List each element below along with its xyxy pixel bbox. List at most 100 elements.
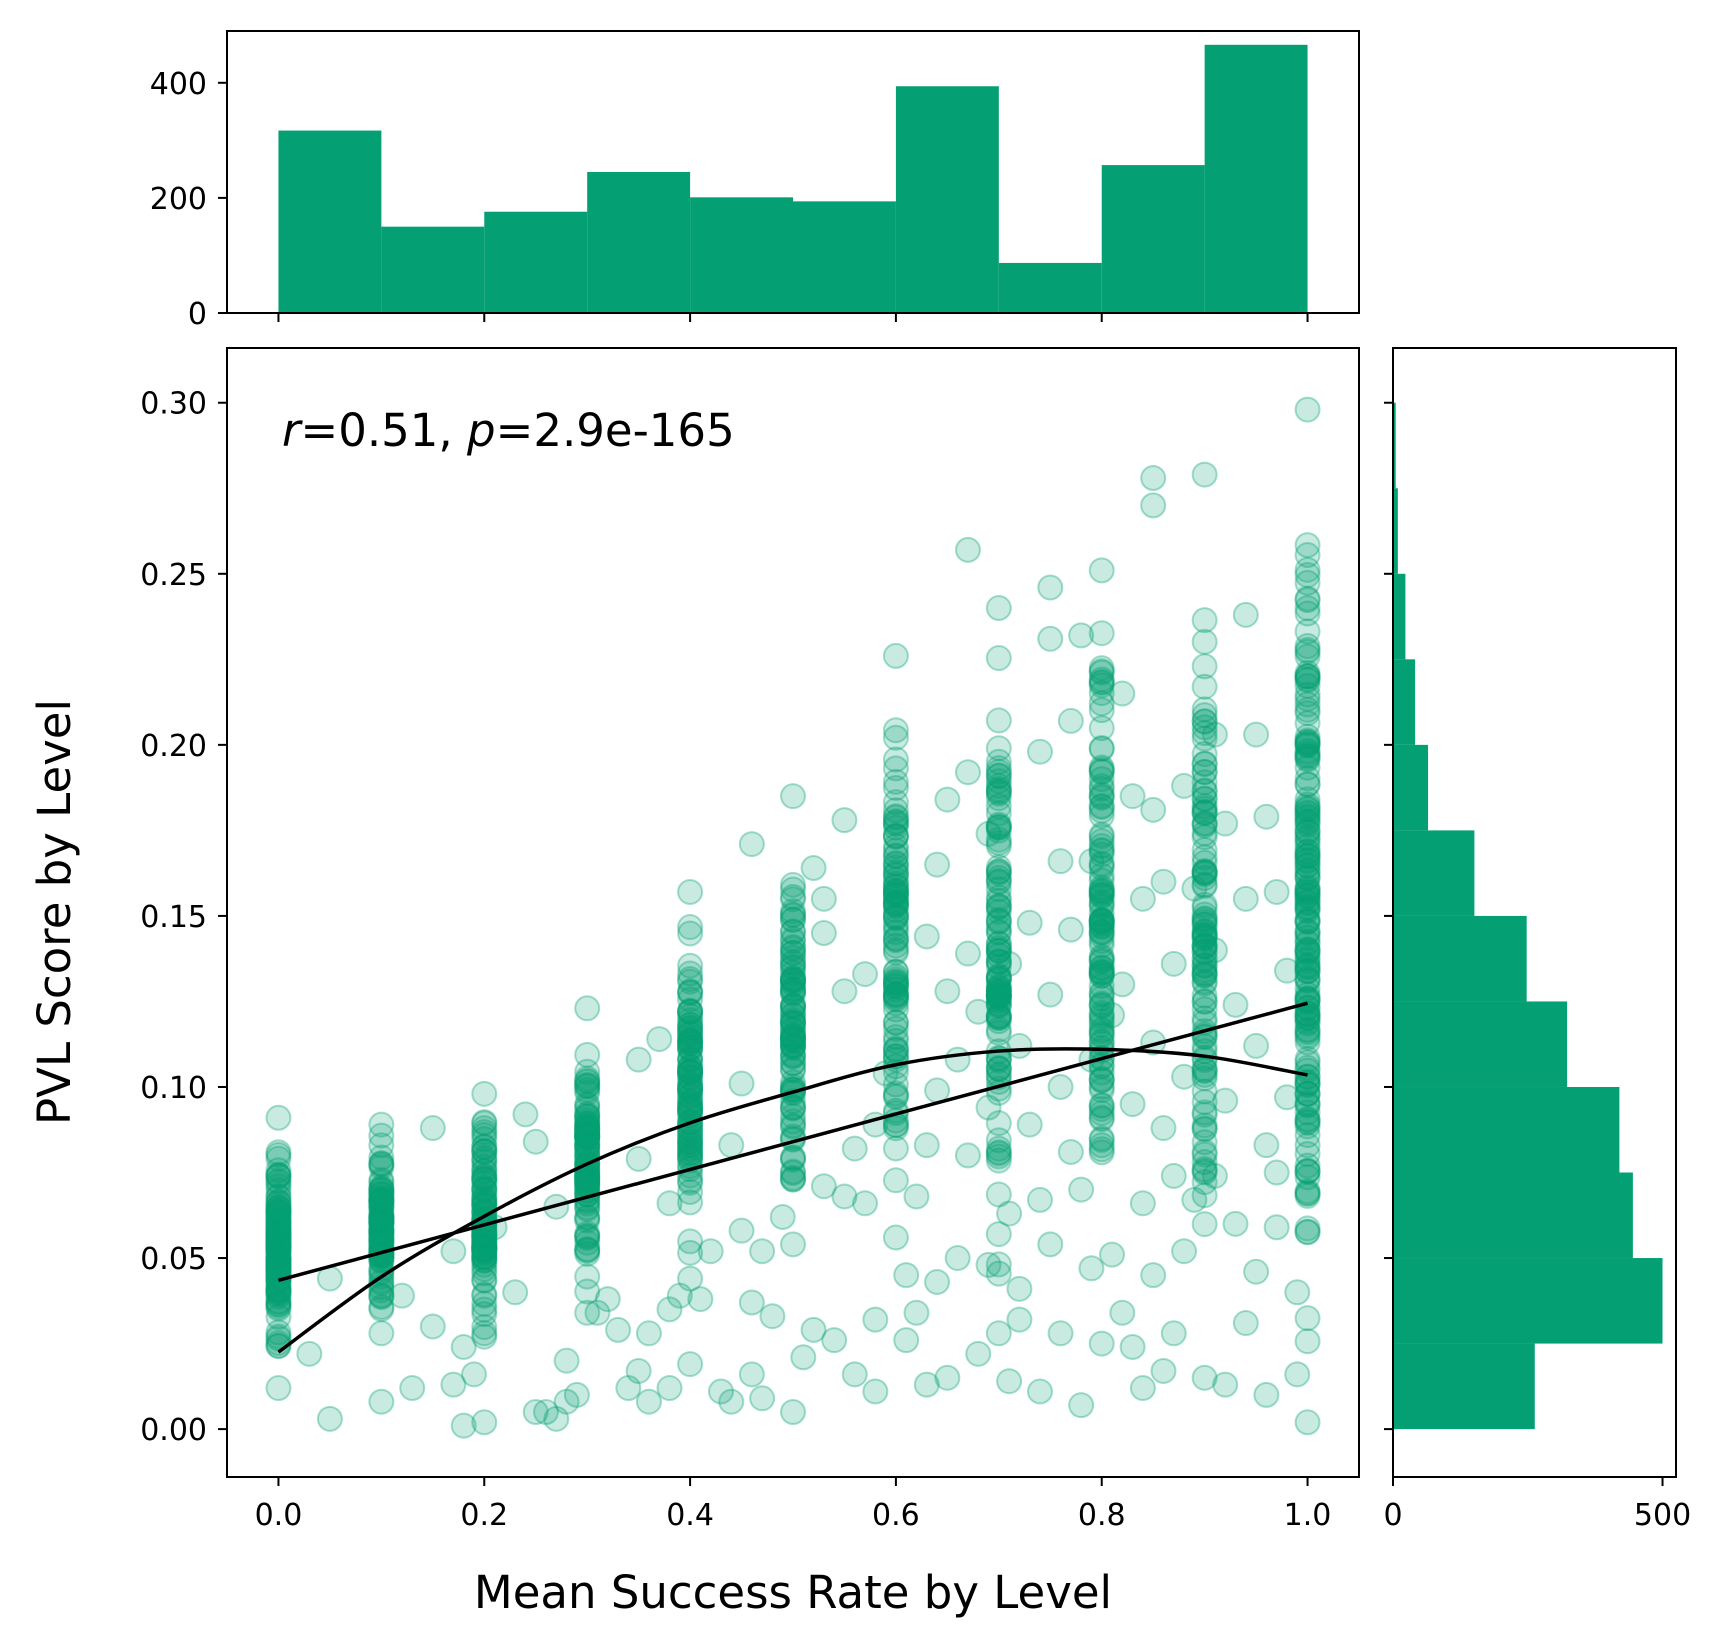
scatter-point xyxy=(1191,1057,1218,1084)
scatter-point xyxy=(1232,885,1259,912)
scatter-point xyxy=(882,873,909,900)
scatter-point xyxy=(1191,894,1218,921)
scatter-point xyxy=(1294,1003,1321,1030)
scatter-point xyxy=(882,837,909,864)
scatter-point xyxy=(471,1236,498,1263)
scatter-point xyxy=(265,1252,292,1279)
scatter-point xyxy=(985,755,1012,782)
scatter-point xyxy=(882,1167,909,1194)
scatter-point xyxy=(265,1161,292,1188)
scatter-point xyxy=(985,1004,1012,1031)
scatter-point xyxy=(985,829,1012,856)
scatter-point xyxy=(574,1095,601,1122)
scatter-point xyxy=(1191,785,1218,812)
scatter-point xyxy=(1294,727,1321,754)
scatter-point xyxy=(882,842,909,869)
scatter-point xyxy=(1119,783,1146,810)
scatter-point xyxy=(646,1026,673,1053)
scatter-point xyxy=(882,890,909,917)
scatter-point xyxy=(265,1194,292,1221)
scatter-point xyxy=(1294,981,1321,1008)
scatter-point xyxy=(1088,1000,1115,1027)
scatter-point xyxy=(780,948,806,975)
scatter-point xyxy=(810,920,837,947)
scatter-point xyxy=(1088,1132,1115,1159)
scatter-point xyxy=(265,1230,292,1257)
scatter-point xyxy=(780,1032,806,1059)
scatter-point xyxy=(574,1115,601,1142)
scatter-point xyxy=(1191,1149,1218,1176)
scatter-point xyxy=(522,1128,549,1155)
scatter-point xyxy=(677,878,704,905)
scatter-point xyxy=(574,1132,601,1159)
scatter-point xyxy=(996,1368,1023,1395)
scatter-point xyxy=(265,1281,292,1308)
scatter-point xyxy=(985,1147,1012,1174)
scatter-point xyxy=(265,1209,292,1236)
scatter-point xyxy=(1294,732,1321,759)
scatter-point xyxy=(1191,908,1218,935)
scatter-point xyxy=(1294,793,1321,820)
scatter-point xyxy=(780,967,806,994)
x-tick-label: 0.6 xyxy=(872,1498,920,1533)
right-histogram-x-ticks: 0 500 xyxy=(1383,1477,1691,1533)
scatter-point xyxy=(780,871,806,898)
scatter-point xyxy=(1088,1011,1115,1038)
scatter-point xyxy=(574,1058,601,1085)
scatter-point xyxy=(882,858,909,885)
scatter-point xyxy=(1088,1100,1115,1127)
top-histogram-y-ticks: 0 200 400 xyxy=(150,67,227,332)
scatter-point xyxy=(677,960,704,987)
x-tick-label: 1.0 xyxy=(1284,1498,1332,1533)
scatter-point xyxy=(1191,923,1218,950)
scatter-point xyxy=(954,940,981,967)
scatter-point xyxy=(780,1158,806,1185)
scatter-point xyxy=(265,1233,292,1260)
scatter-point xyxy=(882,1027,909,1054)
scatter-point xyxy=(265,1246,292,1273)
scatter-point xyxy=(1294,1328,1321,1355)
scatter-point xyxy=(985,1110,1012,1137)
scatter-point xyxy=(677,1045,704,1072)
scatter-point xyxy=(265,1198,292,1225)
scatter-point xyxy=(985,1135,1012,1162)
scatter-point xyxy=(265,1196,292,1223)
scatter-point xyxy=(368,1284,395,1311)
scatter-point xyxy=(1191,836,1218,863)
scatter-point xyxy=(1294,824,1321,851)
scatter-point xyxy=(1068,622,1095,649)
scatter-point xyxy=(1294,1024,1321,1051)
scatter-point xyxy=(1294,1072,1321,1099)
scatter-point xyxy=(780,901,806,928)
scatter-point xyxy=(368,1203,395,1230)
scatter-point xyxy=(738,1361,765,1388)
scatter-point xyxy=(1088,992,1115,1019)
scatter-point xyxy=(1088,959,1115,986)
scatter-point xyxy=(677,998,704,1025)
scatter-point xyxy=(1191,844,1218,871)
scatter-point xyxy=(1191,962,1218,989)
scatter-point xyxy=(882,1224,909,1251)
scatter-point xyxy=(265,1224,292,1251)
scatter-point xyxy=(985,914,1012,941)
scatter-point xyxy=(574,1121,601,1148)
scatter-point xyxy=(1119,1333,1146,1360)
scatter-point xyxy=(1294,951,1321,978)
scatter-point xyxy=(1088,754,1115,781)
scatter-point xyxy=(1088,932,1115,959)
scatter-point xyxy=(1294,771,1321,798)
scatter-point xyxy=(1088,766,1115,793)
scatter-point xyxy=(1294,1057,1321,1084)
scatter-point xyxy=(656,1296,683,1323)
scatter-point xyxy=(1006,1306,1033,1333)
scatter-point xyxy=(882,814,909,841)
scatter-point xyxy=(882,914,909,941)
scatter-point xyxy=(677,1140,704,1167)
scatter-point xyxy=(471,1247,498,1274)
scatter-point xyxy=(471,1235,498,1262)
scatter-point xyxy=(1191,751,1218,778)
scatter-point xyxy=(1088,943,1115,970)
scatter-point xyxy=(677,1073,704,1100)
scatter-point xyxy=(882,958,909,985)
scatter-point xyxy=(1294,710,1321,737)
